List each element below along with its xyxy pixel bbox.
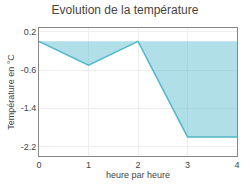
svg-text:4: 4 bbox=[234, 160, 239, 170]
svg-text:-1.4: -1.4 bbox=[21, 103, 37, 113]
svg-text:1: 1 bbox=[86, 160, 91, 170]
svg-text:Température en °C: Température en °C bbox=[6, 54, 16, 130]
svg-text:-2.2: -2.2 bbox=[21, 142, 37, 152]
svg-text:3: 3 bbox=[185, 160, 190, 170]
svg-text:0.2: 0.2 bbox=[24, 27, 37, 37]
svg-text:0: 0 bbox=[36, 160, 41, 170]
svg-text:2: 2 bbox=[135, 160, 140, 170]
svg-text:-0.6: -0.6 bbox=[21, 65, 37, 75]
svg-text:Evolution de la température: Evolution de la température bbox=[52, 3, 199, 17]
svg-text:heure par heure: heure par heure bbox=[106, 170, 170, 180]
